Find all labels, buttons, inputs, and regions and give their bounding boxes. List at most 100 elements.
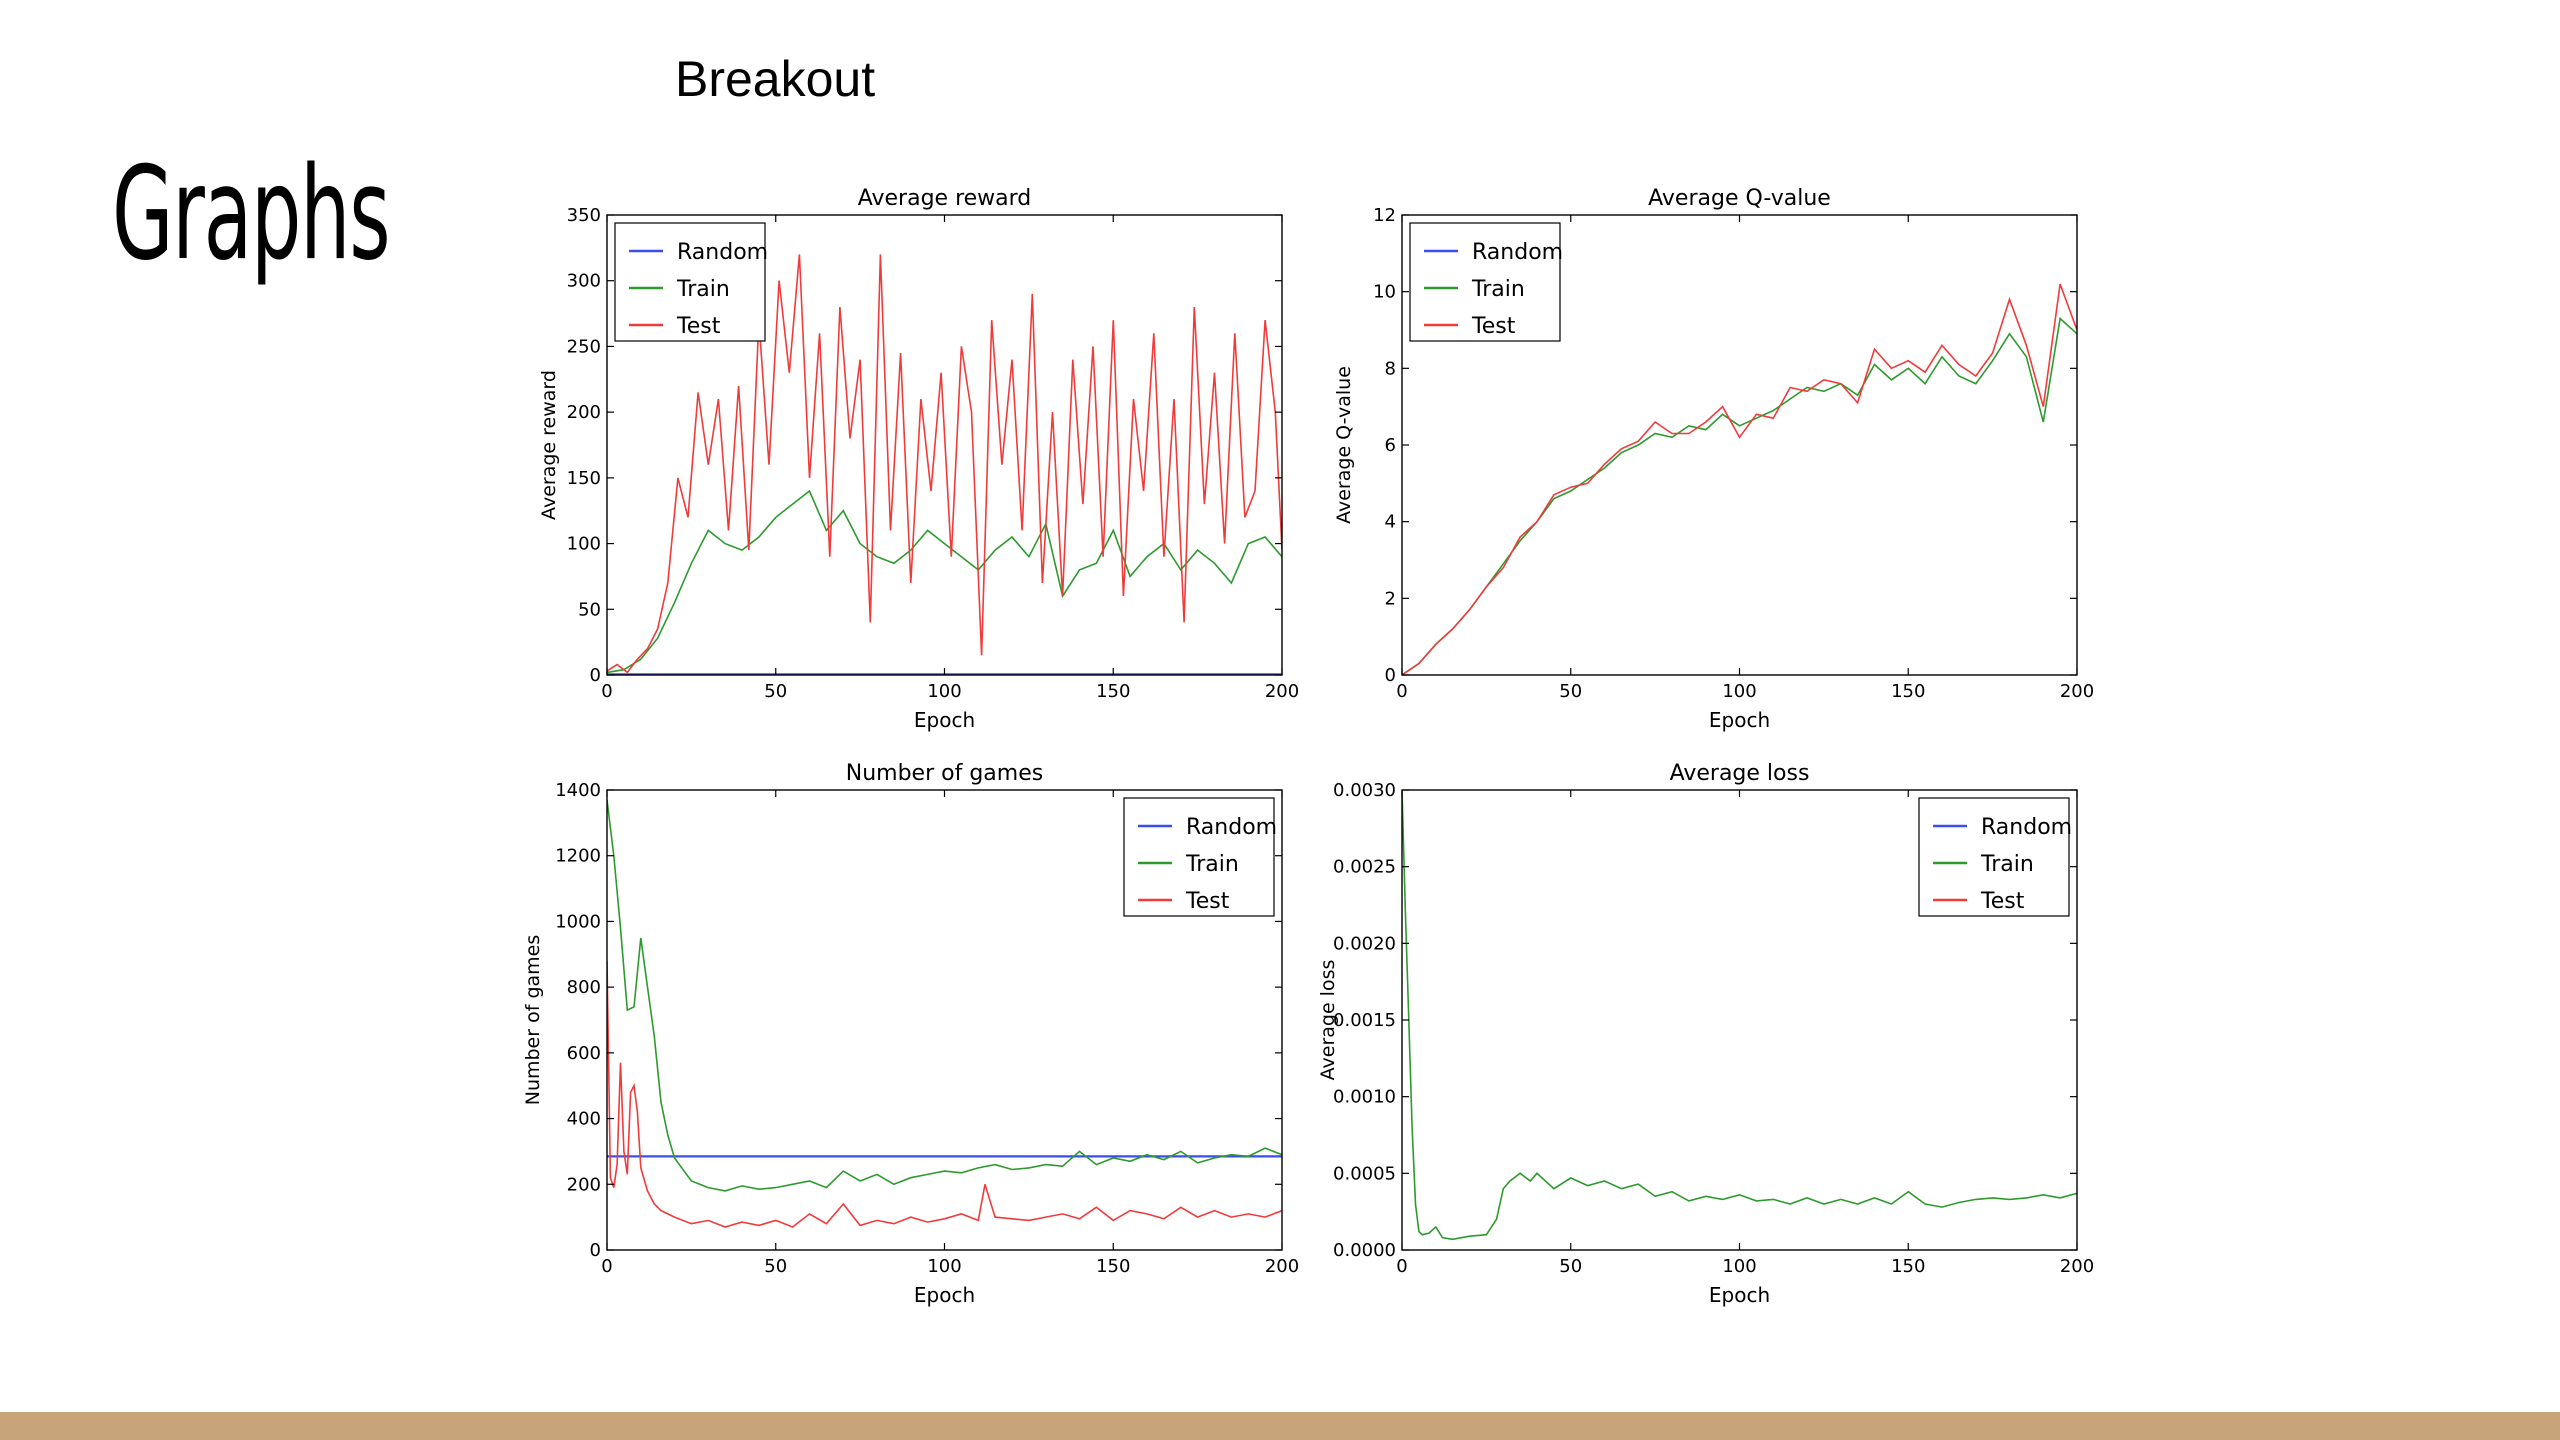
series-line-train: [607, 799, 1282, 1192]
series-line-train: [1402, 316, 2077, 675]
slide-title: Graphs: [112, 140, 391, 289]
chart-average-loss: Average loss 0 50 100 150 200 0.0000 0.0005 0.00…: [1317, 761, 2094, 1307]
x-tick-label: 100: [927, 1256, 961, 1277]
legend-box: [1123, 797, 1275, 917]
series-line-test: [607, 960, 1282, 1228]
x-tick-label: 150: [1891, 1256, 1925, 1277]
y-tick-label: 0.0015: [1333, 1010, 1396, 1031]
y-tick-label: 4: [1385, 512, 1396, 533]
legend: Random Train Test: [1918, 797, 2072, 917]
x-tick-label: 150: [1096, 1256, 1130, 1277]
y-tick-label: 0: [590, 1240, 601, 1261]
y-tick-label: 1200: [555, 846, 601, 867]
chart-title: Number of games: [846, 761, 1043, 786]
legend-label: Train: [1980, 852, 2034, 877]
y-tick-label: 0: [1385, 665, 1396, 686]
x-axis-label: Epoch: [1709, 708, 1770, 732]
legend-box: [614, 222, 766, 342]
chart-title: Average loss: [1670, 761, 1810, 786]
legend-label: Train: [1471, 277, 1525, 302]
chart-title: Average reward: [858, 186, 1032, 211]
y-tick-label: 600: [567, 1043, 601, 1064]
x-tick-label: 0: [1396, 1256, 1407, 1277]
legend-label: Random: [1186, 815, 1277, 840]
series-group: [1402, 790, 2077, 1241]
y-tick-label: 0.0010: [1333, 1087, 1396, 1108]
legend-label: Train: [1185, 852, 1239, 877]
y-tick-label: 1400: [555, 780, 601, 801]
y-axis-label: Average reward: [538, 370, 560, 520]
x-axis-label: Epoch: [914, 708, 975, 732]
x-tick-label: 200: [2060, 681, 2094, 702]
y-tick-label: 0.0000: [1333, 1240, 1396, 1261]
y-tick-label: 0.0030: [1333, 780, 1396, 801]
y-tick-label: 100: [567, 534, 601, 555]
series-line-test: [607, 254, 1282, 674]
y-axis-label: Average Q-value: [1333, 366, 1355, 524]
y-axis-label: Average loss: [1317, 960, 1339, 1081]
y-tick-label: 150: [567, 468, 601, 489]
x-tick-label: 200: [2060, 1256, 2094, 1277]
y-tick-label: 50: [578, 599, 601, 620]
chart-title: Average Q-value: [1648, 186, 1831, 211]
x-tick-label: 100: [1722, 1256, 1756, 1277]
series-line-test: [1402, 283, 2077, 675]
y-tick-label: 300: [567, 271, 601, 292]
series-group: [1402, 283, 2077, 675]
y-tick-label: 350: [567, 205, 601, 226]
chart-average-q-value: Average Q-value 0 50 100 150 200 0 2 4 6 8 10 12 Epoc…: [1333, 186, 2094, 732]
y-tick-label: 1000: [555, 911, 601, 932]
x-tick-label: 50: [764, 1256, 787, 1277]
series-group: [607, 799, 1282, 1228]
x-tick-label: 50: [1559, 1256, 1582, 1277]
y-tick-label: 8: [1385, 358, 1396, 379]
legend-label: Test: [1980, 889, 2025, 914]
x-tick-label: 0: [1396, 681, 1407, 702]
x-tick-label: 200: [1265, 681, 1299, 702]
x-tick-label: 50: [764, 681, 787, 702]
y-tick-label: 0: [590, 665, 601, 686]
y-tick-label: 800: [567, 977, 601, 998]
y-tick-label: 0.0005: [1333, 1163, 1396, 1184]
x-axis-label: Epoch: [914, 1283, 975, 1307]
x-tick-label: 100: [1722, 681, 1756, 702]
legend-label: Random: [1472, 240, 1563, 265]
chart-average-reward: Average reward 0 50 100 150 200 0 50 100 150 200 25…: [538, 186, 1299, 732]
y-tick-label: 10: [1373, 282, 1396, 303]
y-axis-label: Number of games: [522, 935, 544, 1106]
x-tick-label: 50: [1559, 681, 1582, 702]
legend-label: Test: [1185, 889, 1230, 914]
y-tick-label: 0.0020: [1333, 933, 1396, 954]
y-tick-label: 200: [567, 1174, 601, 1195]
x-tick-label: 150: [1096, 681, 1130, 702]
x-tick-label: 150: [1891, 681, 1925, 702]
legend-label: Random: [1981, 815, 2072, 840]
series-line-train: [607, 489, 1282, 674]
y-tick-label: 12: [1373, 205, 1396, 226]
legend: Random Train Test: [1123, 797, 1277, 917]
chart-number-of-games: Number of games 0 50 100 150 200 0 200 400 600 800…: [522, 761, 1299, 1307]
series-line-train: [1402, 790, 2077, 1241]
legend-box: [1409, 222, 1561, 342]
y-tick-label: 6: [1385, 435, 1396, 456]
y-tick-label: 0.0025: [1333, 857, 1396, 878]
x-axis-label: Epoch: [1709, 1283, 1770, 1307]
legend-label: Test: [1471, 314, 1516, 339]
x-tick-label: 100: [927, 681, 961, 702]
legend-label: Test: [676, 314, 721, 339]
x-tick-label: 200: [1265, 1256, 1299, 1277]
footer-bar: [0, 1412, 2560, 1440]
legend-label: Train: [676, 277, 730, 302]
legend-label: Random: [677, 240, 768, 265]
legend: Random Train Test: [614, 222, 768, 342]
y-tick-label: 250: [567, 336, 601, 357]
x-tick-label: 0: [601, 681, 612, 702]
figure-title: Breakout: [675, 51, 876, 107]
legend-box: [1918, 797, 2070, 917]
y-tick-label: 2: [1385, 588, 1396, 609]
x-tick-label: 0: [601, 1256, 612, 1277]
y-tick-label: 200: [567, 402, 601, 423]
legend: Random Train Test: [1409, 222, 1563, 342]
y-tick-label: 400: [567, 1109, 601, 1130]
